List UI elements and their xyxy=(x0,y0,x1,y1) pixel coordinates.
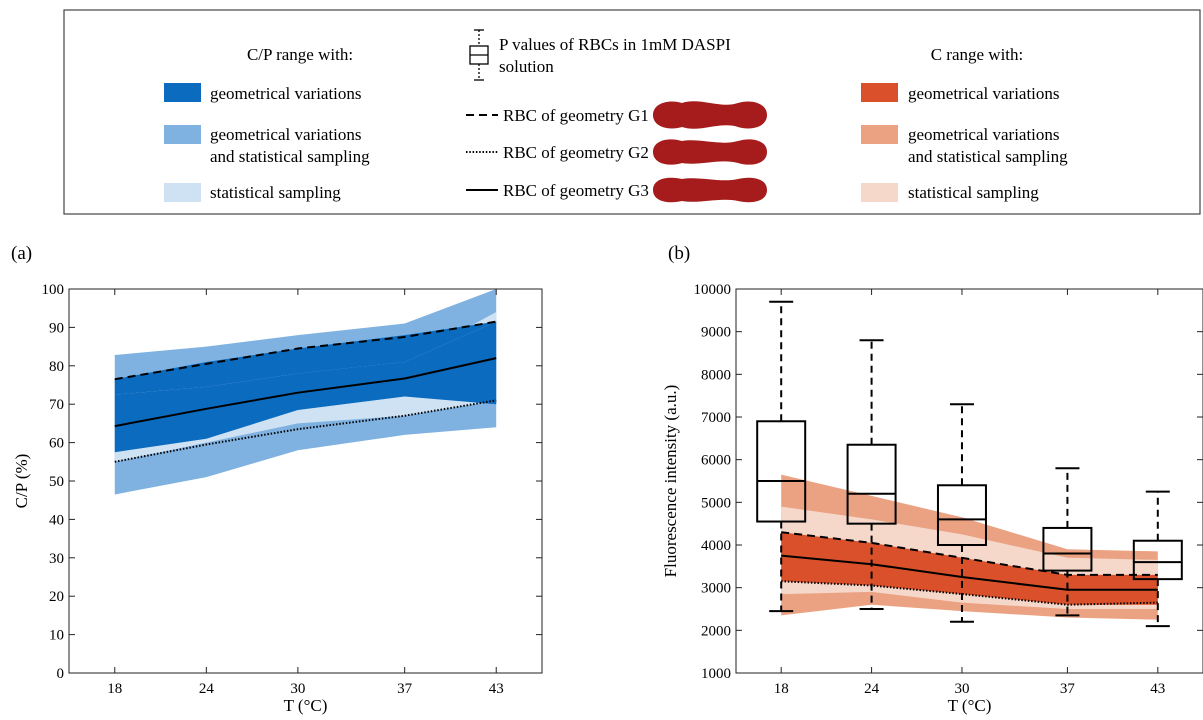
chart-a-ytick-label-80: 80 xyxy=(49,359,64,375)
chart-a-xtick-label-43: 43 xyxy=(489,681,504,697)
panel-label-b: (b) xyxy=(668,243,690,264)
chart-b-box-3 xyxy=(1042,526,1093,572)
chart-b-ylabel: Fluorescence intensity (a.u.) xyxy=(661,385,680,578)
c-label-geometrical: geometrical variations xyxy=(908,84,1060,103)
chart-b-xtick-label-43: 43 xyxy=(1150,681,1165,697)
chart-a-ytick-label-20: 20 xyxy=(49,589,64,605)
chart-b-axes-frame xyxy=(735,288,1203,674)
chart-a-line-g1 xyxy=(114,320,497,381)
chart-a-xlabel: T (°C) xyxy=(284,696,328,715)
g1-legend-label: RBC of geometry G1 xyxy=(503,106,649,125)
chart-b-ytick-label-2000: 2000 xyxy=(701,623,731,639)
chart-a-ytick-label-50: 50 xyxy=(49,474,64,490)
cp-swatch-geometrical-statistical xyxy=(164,125,201,144)
chart-b-ytick-label-7000: 7000 xyxy=(701,410,731,426)
rbc-g2-icon xyxy=(653,139,767,165)
panel-label-a: (a) xyxy=(11,243,32,264)
chart-b-box-0 xyxy=(756,420,807,523)
chart-a-band-2 xyxy=(114,321,497,453)
c-label-geometrical-statistical-1: geometrical variations xyxy=(908,125,1060,144)
chart-b-xtick-label-18: 18 xyxy=(774,681,789,697)
chart-b-line-g3 xyxy=(781,554,1158,591)
g2-legend-label: RBC of geometry G2 xyxy=(503,143,649,162)
legend-frame xyxy=(63,9,1201,215)
chart-a-line-g2 xyxy=(114,399,497,463)
chart-b-line-g2 xyxy=(781,580,1158,606)
chart-a-ytick-label-60: 60 xyxy=(49,436,64,452)
chart-b-ytick-label-3000: 3000 xyxy=(701,581,731,597)
c-swatch-geometrical xyxy=(861,83,898,102)
chart-b-boxplot-30 xyxy=(936,403,987,623)
c-label-statistical: statistical sampling xyxy=(908,183,1039,202)
chart-a-xtick-label-30: 30 xyxy=(290,681,305,697)
chart-b-boxplot-43 xyxy=(1132,490,1183,628)
cp-swatch-statistical xyxy=(164,183,201,202)
chart-b: 18 24 30 37 43 1000 2000 3000 4000 5000 6000 7000 80… xyxy=(661,282,1203,715)
chart-a-xtick-label-18: 18 xyxy=(107,681,122,697)
chart-a-ytick-label-0: 0 xyxy=(57,666,65,682)
chart-a-xtick-label-37: 37 xyxy=(397,681,413,697)
chart-b-boxplot-37 xyxy=(1042,467,1093,617)
chart-b-ytick-label-8000: 8000 xyxy=(701,367,731,383)
cp-swatch-geometrical xyxy=(164,83,201,102)
rbc-g3-icon xyxy=(653,177,767,203)
chart-b-ytick-label-4000: 4000 xyxy=(701,538,731,554)
boxplot-legend-label-1: P values of RBCs in 1mM DASPI xyxy=(499,35,731,54)
chart-b-boxplot-24 xyxy=(846,339,897,610)
c-label-geometrical-statistical-2: and statistical sampling xyxy=(908,147,1068,166)
c-swatch-geometrical-statistical xyxy=(861,125,898,144)
boxplot-legend-symbol xyxy=(469,29,489,81)
chart-b-xtick-label-37: 37 xyxy=(1060,681,1076,697)
legend: C/P range with: geometrical variations g… xyxy=(63,9,1201,215)
chart-a-ytick-label-70: 70 xyxy=(49,397,64,413)
chart-b-boxplot-18 xyxy=(756,300,807,613)
chart-b-xtick-label-24: 24 xyxy=(864,681,880,697)
chart-a-xtick-label-24: 24 xyxy=(199,681,215,697)
cp-label-geometrical-statistical-2: and statistical sampling xyxy=(210,147,370,166)
chart-b-box-4 xyxy=(1132,539,1183,581)
chart-a-ylabel: C/P (%) xyxy=(12,454,31,509)
cp-legend-title: C/P range with: xyxy=(247,45,353,64)
rbc-g1-icon xyxy=(653,101,767,129)
chart-a-ytick-label-90: 90 xyxy=(49,320,64,336)
chart-b-ytick-label-10000: 10000 xyxy=(694,282,732,298)
chart-b-ytick-label-9000: 9000 xyxy=(701,325,731,341)
cp-label-geometrical: geometrical variations xyxy=(210,84,362,103)
chart-b-xlabel: T (°C) xyxy=(948,696,992,715)
boxplot-legend-label-2: solution xyxy=(499,57,554,76)
chart-a-ytick-label-40: 40 xyxy=(49,512,64,528)
cp-label-geometrical-statistical-1: geometrical variations xyxy=(210,125,362,144)
chart-b-ytick-label-1000: 1000 xyxy=(701,666,731,682)
g3-legend-label: RBC of geometry G3 xyxy=(503,181,649,200)
chart-b-xtick-label-30: 30 xyxy=(954,681,969,697)
chart-b-box-1 xyxy=(846,443,897,525)
c-legend-title: C range with: xyxy=(931,45,1024,64)
chart-b-band-2 xyxy=(781,532,1158,605)
c-swatch-statistical xyxy=(861,183,898,202)
cp-label-statistical: statistical sampling xyxy=(210,183,341,202)
chart-b-ytick-label-6000: 6000 xyxy=(701,453,731,469)
chart-a-ytick-label-30: 30 xyxy=(49,551,64,567)
chart-a-ytick-label-10: 10 xyxy=(49,628,64,644)
chart-a-line-g3 xyxy=(114,357,497,428)
chart-b-ytick-label-5000: 5000 xyxy=(701,495,731,511)
chart-b-box-2 xyxy=(936,484,987,546)
chart-a-ytick-label-100: 100 xyxy=(42,282,65,298)
chart-a-band-3 xyxy=(114,321,497,395)
